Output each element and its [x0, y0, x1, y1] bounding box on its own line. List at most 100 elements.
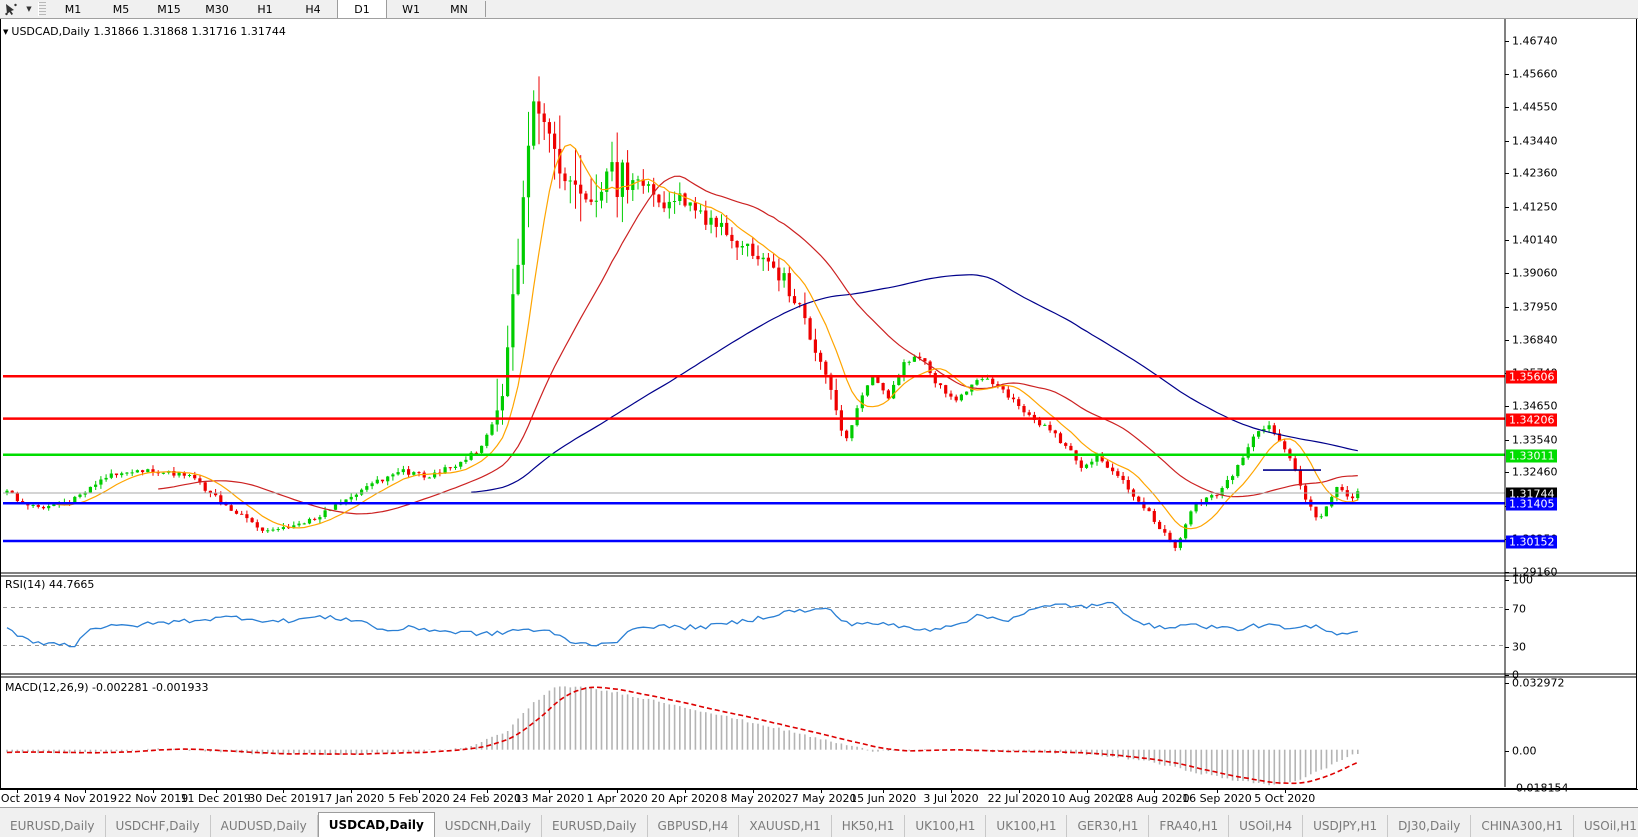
date-axis-label-11: 8 May 2020: [720, 792, 786, 805]
candlestick-series: [5, 76, 1360, 552]
chart-tab-uk100-h1[interactable]: UK100,H1: [905, 815, 987, 837]
axis-tick: [1505, 272, 1509, 274]
chart-tab-uk100-h1[interactable]: UK100,H1: [986, 815, 1068, 837]
timeframe-m5[interactable]: M5: [112, 2, 130, 16]
price-axis-tick-12: 1.33540: [1512, 433, 1558, 447]
date-axis-tick: [486, 790, 488, 793]
price-level-label-last-price[interactable]: 1.31744: [1506, 487, 1557, 501]
date-axis-tick: [684, 790, 686, 793]
date-axis-label-16: 10 Aug 2020: [1051, 792, 1122, 805]
date-axis-tick: [215, 790, 217, 793]
macd-axis-tick-0: 0.032972: [1512, 676, 1565, 690]
toolbar-grip[interactable]: [38, 2, 46, 16]
chevron-down-icon[interactable]: ▼: [26, 5, 32, 13]
chart-tab-fra40-h1[interactable]: FRA40,H1: [1149, 815, 1230, 837]
chart-tab-dj30-daily[interactable]: DJ30,Daily: [1388, 815, 1472, 837]
rsi-axis-tick-1: 70: [1512, 602, 1526, 615]
date-axis-label-13: 15 Jun 2020: [850, 792, 917, 805]
timeframe-bar: M1 M5 M15 M30 H1 H4 D1 W1 MN: [49, 0, 483, 18]
timeframe-m1[interactable]: M1: [64, 2, 82, 16]
timeframe-d1[interactable]: D1: [337, 0, 387, 18]
price-axis-tick-4: 1.42360: [1512, 166, 1558, 180]
chart-tab-eurusd-daily[interactable]: EURUSD,Daily: [0, 815, 106, 837]
crosshair-cursor-icon[interactable]: [0, 1, 22, 17]
timeframe-h4[interactable]: H4: [305, 2, 321, 16]
chart-tab-xauusd-h1[interactable]: XAUUSD,H1: [739, 815, 832, 837]
axis-tick: [1505, 608, 1509, 610]
timeframe-w1[interactable]: W1: [402, 2, 420, 16]
axis-tick: [1505, 173, 1509, 175]
chart-tab-usoil-h1[interactable]: USOil,H1: [1574, 815, 1638, 837]
ma-fast-line: [48, 143, 1358, 530]
triangle-down-icon[interactable]: ▼: [3, 28, 9, 36]
timeframe-mn[interactable]: MN: [450, 2, 468, 16]
date-axis-tick: [549, 790, 551, 793]
price-axis-tick-0: 1.46740: [1512, 34, 1558, 48]
top-toolbar: ▼ M1 M5 M15 M30 H1 H4 D1 W1 MN: [0, 0, 1638, 19]
axis-tick: [1505, 406, 1509, 408]
chart-tab-china300-h1[interactable]: CHINA300,H1: [1471, 815, 1574, 837]
date-axis-label-5: 17 Jan 2020: [318, 792, 385, 805]
chart-tab-ger30-h1[interactable]: GER30,H1: [1067, 815, 1150, 837]
axis-tick: [1505, 646, 1509, 648]
rsi-axis-tick-3: 0: [1512, 668, 1519, 682]
date-axis-tick: [1154, 790, 1156, 793]
price-level-label-resistance[interactable]: 1.35606: [1506, 370, 1557, 384]
axis-tick: [1505, 750, 1509, 752]
timeframe-m30[interactable]: M30: [205, 2, 229, 16]
chart-frame[interactable]: [0, 19, 1637, 789]
date-axis-label-6: 5 Feb 2020: [388, 792, 450, 805]
chart-tab-gbpusd-h4[interactable]: GBPUSD,H4: [648, 815, 740, 837]
date-axis-label-8: 13 Mar 2020: [514, 792, 585, 805]
date-axis-tick: [617, 790, 619, 793]
timeframe-h1[interactable]: H1: [257, 2, 273, 16]
date-axis-tick: [1018, 790, 1020, 793]
date-axis-tick: [1284, 790, 1286, 793]
date-axis-label-1: 4 Nov 2019: [53, 792, 117, 805]
timeframe-m15[interactable]: M15: [157, 2, 181, 16]
ma-slow-line: [471, 274, 1358, 493]
chart-tab-usoil-h4[interactable]: USOil,H4: [1229, 815, 1304, 837]
date-axis-tick: [752, 790, 754, 793]
axis-tick: [1505, 306, 1509, 308]
chart-tab-usdjpy-h1[interactable]: USDJPY,H1: [1303, 815, 1389, 837]
chart-tab-audusd-daily[interactable]: AUDUSD,Daily: [211, 815, 318, 837]
price-level-label-support[interactable]: 1.30152: [1506, 535, 1557, 549]
date-axis-label-18: 16 Sep 2020: [1182, 792, 1252, 805]
price-axis-tick-9: 1.36840: [1512, 333, 1558, 347]
price-level-label-resistance[interactable]: 1.34206: [1506, 413, 1557, 427]
macd-histogram: [6, 686, 1359, 786]
price-level-label-support[interactable]: 1.31405: [1506, 497, 1557, 511]
axis-tick: [1505, 107, 1509, 109]
price-level-label-pivot[interactable]: 1.33011: [1506, 449, 1557, 463]
axis-tick: [1505, 675, 1509, 676]
macd-axis-tick-1: 0.00: [1512, 744, 1537, 758]
chart-tab-usdcad-daily[interactable]: USDCAD,Daily: [317, 812, 435, 837]
date-axis-label-15: 22 Jul 2020: [987, 792, 1050, 805]
axis-tick: [1505, 439, 1509, 441]
axis-tick: [1505, 240, 1509, 242]
chart-tab-usdchf-daily[interactable]: USDCHF,Daily: [106, 815, 211, 837]
date-axis-tick: [419, 790, 420, 793]
date-axis-tick: [950, 790, 952, 793]
price-axis-tick-1: 1.45660: [1512, 67, 1558, 81]
chart-tab-hk50-h1[interactable]: HK50,H1: [832, 815, 906, 837]
date-axis-tick: [351, 790, 353, 793]
chart-canvas[interactable]: [1, 19, 1636, 787]
date-axis-label-17: 28 Aug 2020: [1119, 792, 1190, 805]
date-axis-label-10: 20 Apr 2020: [650, 792, 719, 805]
price-axis-tick-6: 1.40140: [1512, 233, 1558, 247]
chart-tab-usdcnh-daily[interactable]: USDCNH,Daily: [435, 815, 542, 837]
ma-medium-line: [158, 175, 1358, 515]
date-axis-tick: [1216, 790, 1218, 793]
chart-tab-bar: EURUSD,Daily USDCHF,Daily AUDUSD,Daily USDC…: [0, 807, 1638, 837]
date-axis-label-2: 22 Nov 2019: [117, 792, 189, 805]
axis-tick: [1505, 572, 1509, 573]
date-axis-tick: [17, 790, 19, 793]
price-axis-tick-3: 1.43440: [1512, 134, 1558, 148]
rsi-axis-tick-2: 30: [1512, 640, 1526, 653]
chart-tab-eurusd-daily[interactable]: EURUSD,Daily: [542, 815, 648, 837]
date-axis-label-7: 24 Feb 2020: [452, 792, 522, 805]
price-axis-tick-8: 1.37950: [1512, 300, 1558, 313]
